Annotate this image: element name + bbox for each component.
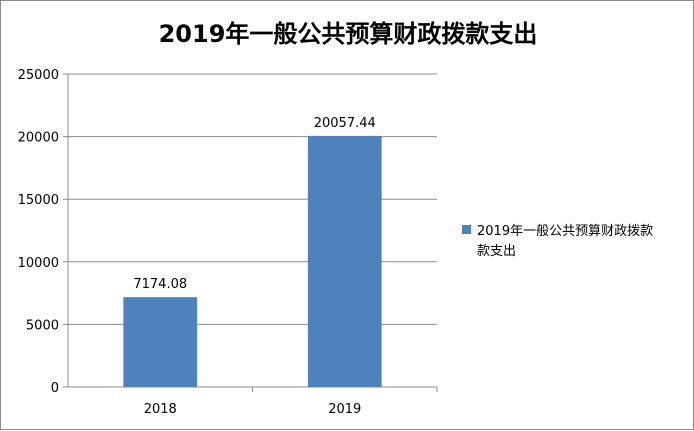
y-tick-label: 5000 bbox=[26, 318, 59, 333]
y-tick-label: 0 bbox=[51, 381, 59, 396]
bars bbox=[123, 135, 382, 387]
x-tick-label-2018: 2018 bbox=[144, 402, 177, 417]
tick-labels: 0 5000 10000 15000 20000 25000 2018 2019 bbox=[18, 68, 362, 417]
data-label-2018: 7174.08 bbox=[133, 277, 187, 292]
data-labels: 7174.08 20057.44 bbox=[133, 116, 375, 292]
legend-label: 款支出 bbox=[477, 244, 516, 259]
y-tick-label: 10000 bbox=[18, 256, 59, 271]
data-label-2019: 20057.44 bbox=[314, 116, 376, 131]
legend-swatch bbox=[462, 225, 471, 234]
chart-title: 2019年一般公共预算财政拨款支出 bbox=[159, 20, 538, 48]
y-tick-label: 20000 bbox=[18, 131, 59, 146]
y-tick-label: 25000 bbox=[18, 68, 59, 83]
x-tick-label-2019: 2019 bbox=[328, 402, 361, 417]
bar-2018 bbox=[123, 297, 198, 387]
y-tick-label: 15000 bbox=[18, 193, 59, 208]
legend-label: 2019年一般公共预算财政拨款 bbox=[477, 223, 653, 239]
bar-2019 bbox=[307, 135, 382, 387]
